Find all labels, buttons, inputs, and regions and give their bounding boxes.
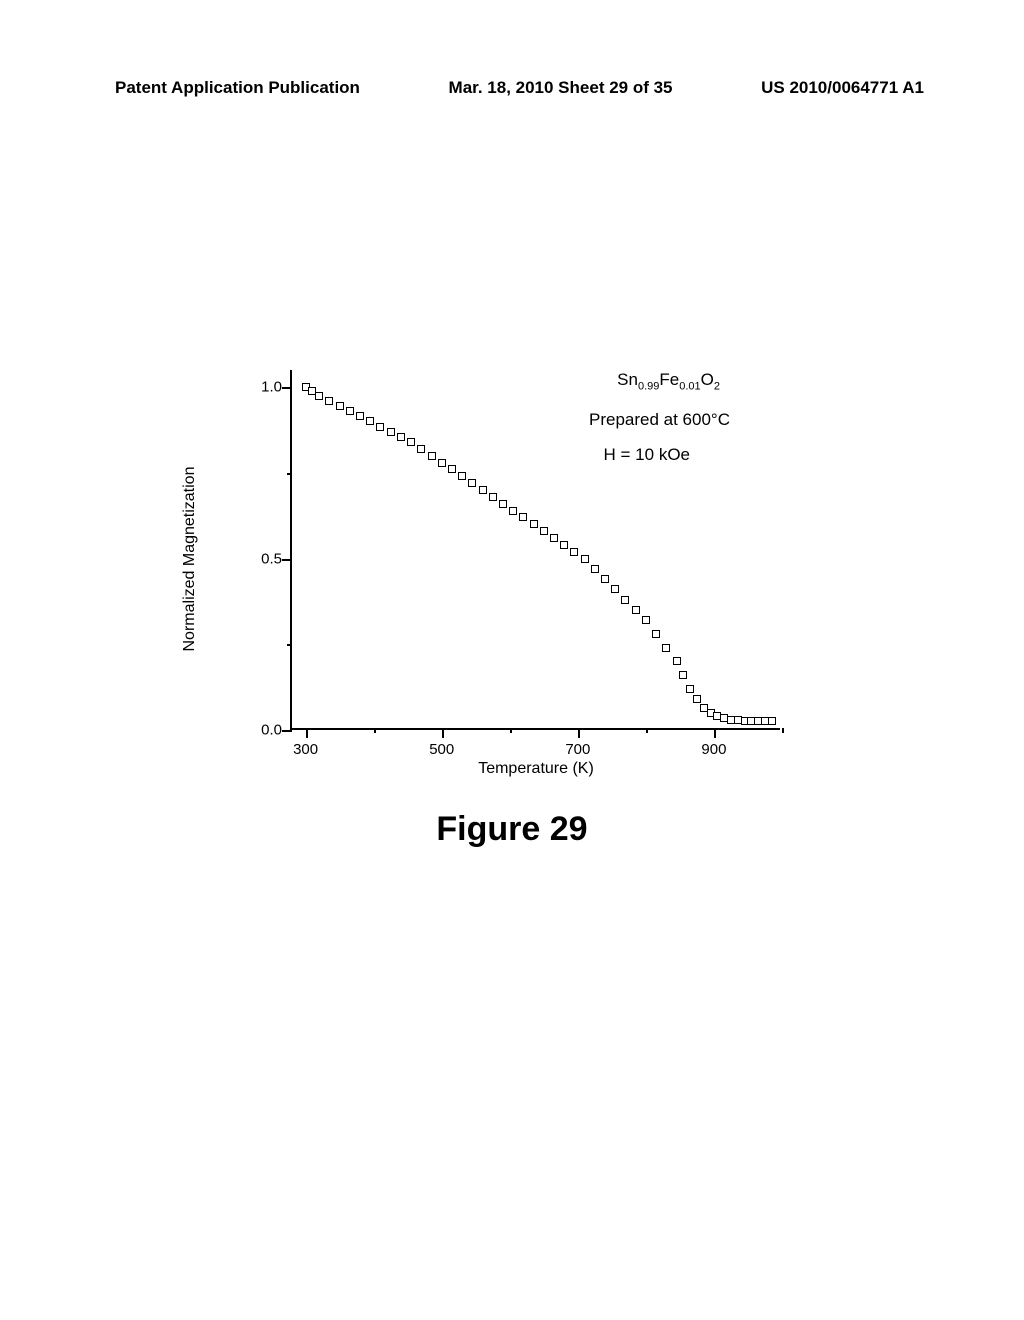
y-tick-minor bbox=[287, 473, 292, 475]
header-left: Patent Application Publication bbox=[115, 78, 360, 98]
data-marker bbox=[448, 465, 456, 473]
data-marker bbox=[336, 402, 344, 410]
magnetization-chart: Normalized Magnetization Sn0.99Fe0.01O2 … bbox=[200, 370, 780, 770]
data-marker bbox=[621, 596, 629, 604]
data-marker bbox=[489, 493, 497, 501]
x-tick-minor bbox=[646, 728, 648, 733]
figure-caption: Figure 29 bbox=[436, 810, 587, 849]
data-marker bbox=[550, 534, 558, 542]
x-tick-label: 300 bbox=[293, 741, 318, 758]
data-marker bbox=[601, 575, 609, 583]
data-marker bbox=[591, 565, 599, 573]
data-marker bbox=[366, 417, 374, 425]
data-marker bbox=[693, 695, 701, 703]
x-tick-minor bbox=[782, 728, 784, 733]
y-axis-label: Normalized Magnetization bbox=[181, 467, 199, 652]
y-tick-label: 1.0 bbox=[242, 379, 282, 396]
data-marker bbox=[325, 397, 333, 405]
data-marker bbox=[376, 423, 384, 431]
data-marker bbox=[673, 657, 681, 665]
data-marker bbox=[530, 520, 538, 528]
data-marker bbox=[346, 407, 354, 415]
chart-formula: Sn0.99Fe0.01O2 bbox=[617, 370, 720, 392]
data-marker bbox=[468, 479, 476, 487]
x-tick-label: 500 bbox=[429, 741, 454, 758]
data-marker bbox=[356, 412, 364, 420]
y-tick-label: 0.5 bbox=[242, 550, 282, 567]
data-marker bbox=[479, 486, 487, 494]
data-marker bbox=[397, 433, 405, 441]
data-marker bbox=[428, 452, 436, 460]
data-marker bbox=[417, 445, 425, 453]
data-marker bbox=[652, 630, 660, 638]
data-marker bbox=[499, 500, 507, 508]
y-tick bbox=[282, 387, 292, 389]
x-tick bbox=[442, 728, 444, 738]
x-tick bbox=[714, 728, 716, 738]
x-tick bbox=[306, 728, 308, 738]
data-marker bbox=[686, 685, 694, 693]
x-tick-minor bbox=[374, 728, 376, 733]
data-marker bbox=[407, 438, 415, 446]
data-marker bbox=[611, 585, 619, 593]
data-marker bbox=[458, 472, 466, 480]
data-marker bbox=[768, 717, 776, 725]
x-tick-minor bbox=[510, 728, 512, 733]
y-tick bbox=[282, 559, 292, 561]
chart-prep-text: Prepared at 600°C bbox=[589, 410, 730, 430]
data-marker bbox=[315, 392, 323, 400]
y-tick-minor bbox=[287, 644, 292, 646]
data-marker bbox=[387, 428, 395, 436]
data-marker bbox=[509, 507, 517, 515]
data-marker bbox=[662, 644, 670, 652]
data-marker bbox=[679, 671, 687, 679]
header-right: US 2010/0064771 A1 bbox=[761, 78, 924, 98]
plot-area: Sn0.99Fe0.01O2 Prepared at 600°C H = 10 … bbox=[290, 370, 780, 730]
data-marker bbox=[540, 527, 548, 535]
x-tick-label: 900 bbox=[701, 741, 726, 758]
data-marker bbox=[438, 459, 446, 467]
page-header: Patent Application Publication Mar. 18, … bbox=[0, 78, 1024, 98]
data-marker bbox=[642, 616, 650, 624]
data-marker bbox=[519, 513, 527, 521]
data-marker bbox=[560, 541, 568, 549]
data-marker bbox=[581, 555, 589, 563]
header-center: Mar. 18, 2010 Sheet 29 of 35 bbox=[449, 78, 673, 98]
y-tick bbox=[282, 730, 292, 732]
x-tick-label: 700 bbox=[565, 741, 590, 758]
data-marker bbox=[632, 606, 640, 614]
chart-field-text: H = 10 kOe bbox=[604, 445, 690, 465]
x-axis-label: Temperature (K) bbox=[478, 760, 594, 778]
x-tick bbox=[578, 728, 580, 738]
data-marker bbox=[570, 548, 578, 556]
y-tick-label: 0.0 bbox=[242, 722, 282, 739]
